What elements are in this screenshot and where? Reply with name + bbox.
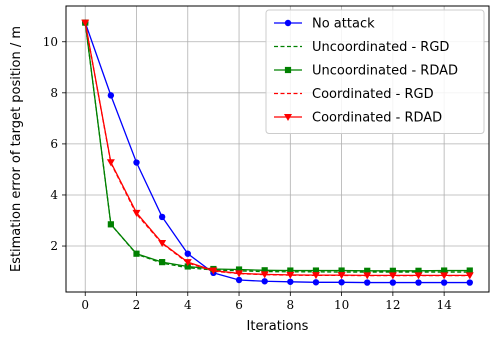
data-point xyxy=(338,279,345,286)
y-tick-label: 4 xyxy=(50,188,58,202)
data-point xyxy=(415,279,422,286)
data-point xyxy=(81,19,90,27)
data-point xyxy=(364,279,371,286)
data-point xyxy=(364,267,371,274)
legend-entry: Uncoordinated - RDAD xyxy=(274,64,458,79)
data-point xyxy=(183,259,192,267)
data-point xyxy=(389,267,396,274)
data-point xyxy=(389,279,397,286)
ticks: 0 2 4 6 8 10 12 14 2 4 6 8 10 xyxy=(43,35,452,312)
legend-marker xyxy=(284,66,292,74)
y-tick-label: 2 xyxy=(50,239,58,253)
legend-marker xyxy=(284,114,292,121)
data-point xyxy=(184,250,191,257)
data-point xyxy=(465,272,474,280)
data-point xyxy=(286,271,295,279)
x-tick-label: 10 xyxy=(334,298,349,312)
data-point xyxy=(235,270,244,278)
x-tick-label: 2 xyxy=(133,298,141,312)
data-point xyxy=(441,267,448,274)
legend-marker xyxy=(284,19,292,27)
data-point xyxy=(184,263,191,270)
data-point xyxy=(260,271,269,279)
data-point xyxy=(261,267,268,274)
x-tick-label: 4 xyxy=(184,298,192,312)
legend-entry: Uncoordinated - RGD xyxy=(274,40,449,55)
x-tick-label: 6 xyxy=(235,298,243,312)
data-point xyxy=(414,272,423,280)
series-line xyxy=(84,22,470,277)
legend-box xyxy=(265,9,485,134)
series-line xyxy=(84,22,470,272)
data-point xyxy=(159,259,166,266)
series-2 xyxy=(84,22,470,273)
data-point xyxy=(158,213,166,221)
data-point xyxy=(338,267,345,274)
legend-label: No attack xyxy=(312,17,375,32)
x-tick-label: 14 xyxy=(436,298,452,312)
series-layer xyxy=(81,19,474,286)
legend-label: Uncoordinated - RGD xyxy=(312,40,449,55)
data-point xyxy=(311,272,320,280)
data-point xyxy=(107,221,114,228)
data-point xyxy=(312,267,320,274)
data-point xyxy=(415,267,422,274)
data-point xyxy=(287,267,294,274)
data-point xyxy=(440,272,449,280)
data-point xyxy=(287,278,294,285)
data-point xyxy=(466,279,473,286)
data-point xyxy=(337,272,346,280)
y-tick-label: 10 xyxy=(43,35,58,49)
legend: No attack Uncoordinated - RGD Uncoordinate… xyxy=(265,9,485,134)
data-point xyxy=(132,209,141,217)
legend-entry: No attack xyxy=(274,17,375,32)
series-5 xyxy=(81,19,474,280)
legend-label: Coordinated - RDAD xyxy=(312,111,442,126)
legend-label: Coordinated - RGD xyxy=(312,87,434,102)
data-point xyxy=(106,159,115,167)
series-line xyxy=(84,22,470,284)
y-axis-label: Estimation error of target position / m xyxy=(9,26,24,272)
legend-entry: Coordinated - RDAD xyxy=(274,111,442,126)
data-point xyxy=(363,272,372,280)
x-tick-label: 0 xyxy=(81,298,89,312)
series-line xyxy=(84,22,470,273)
data-point xyxy=(133,250,140,257)
data-point xyxy=(261,278,268,285)
data-point xyxy=(466,267,473,274)
data-point xyxy=(107,92,115,99)
data-point xyxy=(235,276,243,284)
data-point xyxy=(209,267,218,275)
data-point xyxy=(235,266,243,273)
y-tick-label: 8 xyxy=(50,86,58,100)
data-point xyxy=(440,279,448,286)
data-point xyxy=(133,159,140,166)
legend-label: Uncoordinated - RDAD xyxy=(312,64,458,79)
x-tick-label: 12 xyxy=(385,298,400,312)
plot-frame xyxy=(65,5,490,293)
x-tick-label: 8 xyxy=(286,298,294,312)
data-point xyxy=(388,272,397,280)
legend-entry: Coordinated - RGD xyxy=(274,87,434,102)
data-point xyxy=(158,239,167,247)
y-tick-label: 6 xyxy=(50,137,58,151)
x-axis-label: Iterations xyxy=(247,319,309,334)
data-point xyxy=(312,279,320,286)
